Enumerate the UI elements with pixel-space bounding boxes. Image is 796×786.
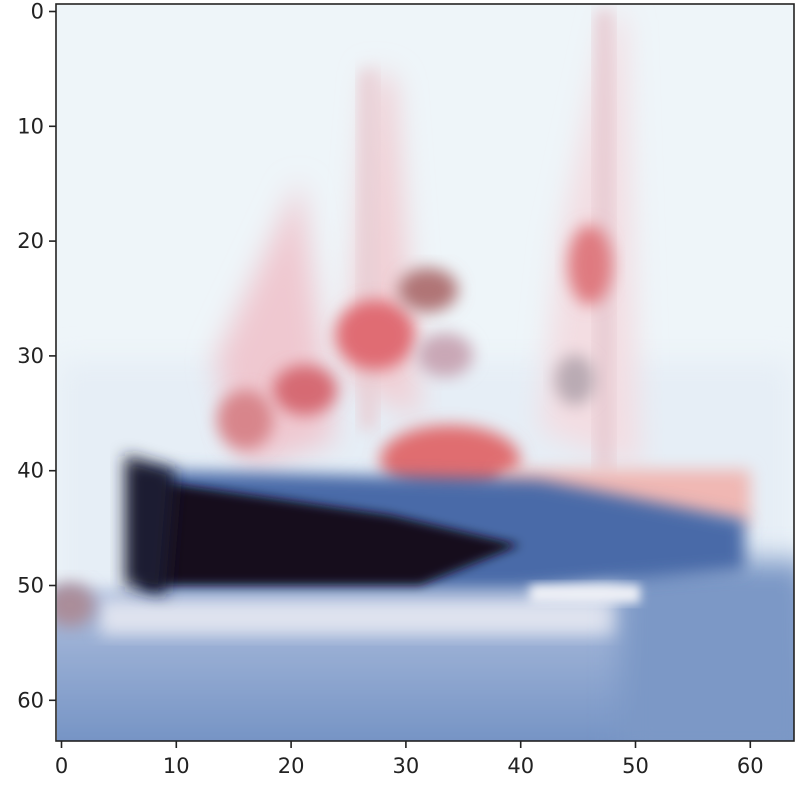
left-buoy [57,583,95,627]
hull [125,455,745,603]
x-tick-label: 30 [393,754,420,778]
y-tick-label: 30 [17,344,44,368]
mast-mid [360,70,376,430]
hull-white-stripe [530,585,640,603]
x-tick-label: 0 [55,754,68,778]
sail-red-1 [335,300,415,370]
sail-grey [555,355,595,405]
x-tick-label: 20 [278,754,305,778]
y-tick-label: 10 [17,114,44,138]
y-axis: 0 10 20 30 40 50 60 [17,0,56,712]
x-tick-label: 10 [163,754,190,778]
y-tick-label: 40 [17,459,44,483]
sails [215,10,640,470]
water-right [620,560,794,741]
photo [57,5,794,741]
x-tick-label: 50 [622,754,649,778]
y-tick-label: 0 [31,0,44,24]
y-tick-label: 50 [17,574,44,598]
x-axis: 0 10 20 30 40 50 60 [55,741,764,778]
sail-mauve [417,333,473,377]
y-tick-label: 20 [17,229,44,253]
hull-edge [125,455,175,595]
sail-red-2 [398,268,458,312]
plot-frame [55,3,795,742]
water-foam [100,600,620,635]
x-tick-label: 60 [737,754,764,778]
sail-red-5 [217,390,273,450]
y-tick-label: 60 [17,688,44,712]
sail-red-4 [568,225,612,305]
hull-dark [145,480,520,585]
x-tick-label: 40 [507,754,534,778]
sail-red-3 [273,365,337,415]
